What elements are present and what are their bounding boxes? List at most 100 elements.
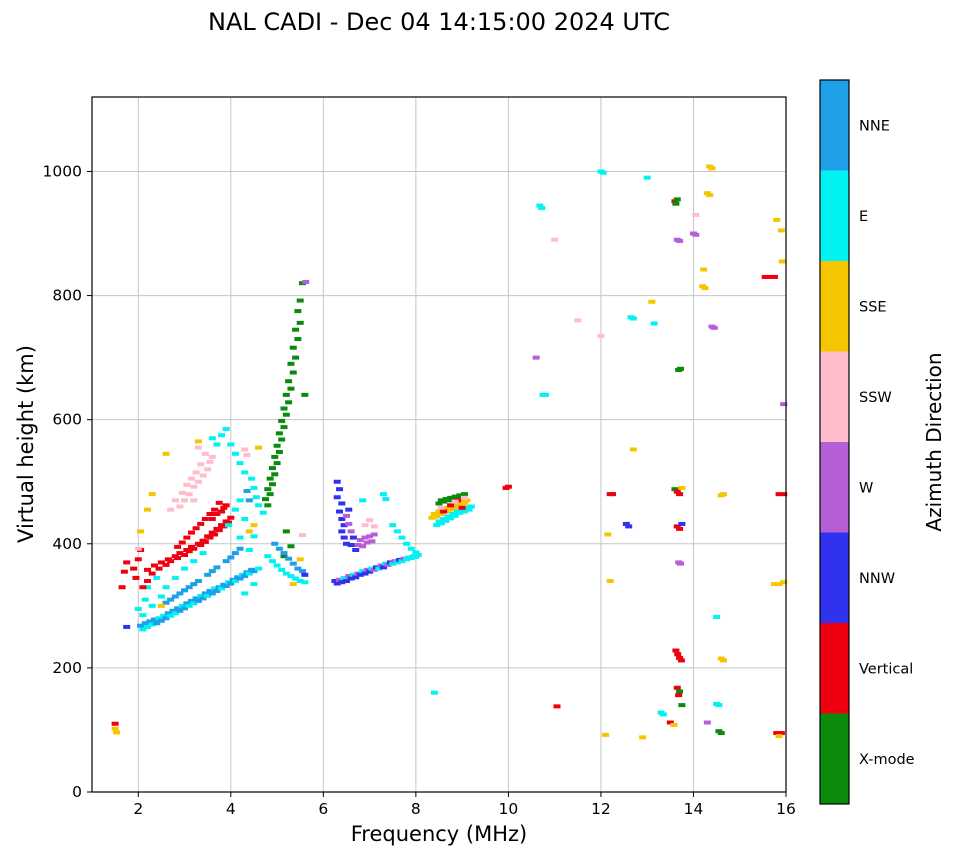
data-point-Vertical bbox=[553, 704, 561, 709]
data-point-NNE bbox=[190, 582, 198, 587]
data-point-X-mode bbox=[280, 554, 288, 559]
data-point-NNW bbox=[678, 521, 686, 526]
data-point-W bbox=[354, 543, 362, 548]
data-point-E bbox=[467, 504, 475, 509]
data-point-E bbox=[139, 613, 147, 618]
data-point-W bbox=[692, 232, 700, 237]
data-point-SSE bbox=[111, 726, 119, 731]
data-point-X-mode bbox=[673, 197, 681, 202]
data-point-W bbox=[384, 562, 392, 567]
data-point-X-mode bbox=[264, 487, 272, 492]
data-point-NNE bbox=[208, 591, 216, 596]
data-point-Vertical bbox=[176, 551, 184, 556]
data-point-Vertical bbox=[192, 526, 200, 531]
data-point-E bbox=[167, 613, 175, 618]
data-point-NNE bbox=[141, 621, 149, 626]
data-point-NNE bbox=[271, 541, 279, 546]
data-point-SSE bbox=[460, 501, 468, 506]
data-point-SSE bbox=[451, 505, 459, 510]
data-point-E bbox=[447, 516, 455, 521]
data-point-X-mode bbox=[717, 731, 725, 736]
data-point-NNE bbox=[174, 606, 182, 611]
y-tick-label: 800 bbox=[52, 287, 82, 305]
data-point-Vertical bbox=[144, 567, 152, 572]
data-point-Vertical bbox=[761, 274, 769, 279]
data-point-E bbox=[393, 560, 401, 565]
data-point-NNW bbox=[338, 529, 346, 534]
data-point-NNE bbox=[183, 601, 191, 606]
data-point-Vertical bbox=[174, 544, 182, 549]
data-point-SSW bbox=[178, 490, 186, 495]
chart-title: NAL CADI - Dec 04 14:15:00 2024 UTC bbox=[208, 8, 670, 36]
data-point-SSE bbox=[629, 447, 637, 452]
data-point-X-mode bbox=[275, 449, 283, 454]
data-point-X-mode bbox=[271, 472, 279, 477]
data-point-Vertical bbox=[206, 535, 214, 540]
data-point-Vertical bbox=[666, 720, 674, 725]
data-point-NNE bbox=[222, 559, 230, 564]
data-point-Vertical bbox=[187, 530, 195, 535]
data-point-Vertical bbox=[777, 731, 785, 736]
data-point-SSW bbox=[692, 212, 700, 217]
data-point-E bbox=[403, 541, 411, 546]
data-point-Vertical bbox=[178, 540, 186, 545]
data-point-E bbox=[379, 492, 387, 497]
data-point-E bbox=[287, 574, 295, 579]
data-point-E bbox=[250, 485, 258, 490]
data-point-E bbox=[248, 476, 256, 481]
data-point-E bbox=[231, 579, 239, 584]
data-point-E bbox=[190, 559, 198, 564]
data-point-NNE bbox=[194, 579, 202, 584]
data-point-SSE bbox=[773, 217, 781, 222]
data-point-E bbox=[213, 442, 221, 447]
data-point-X-mode bbox=[289, 370, 297, 375]
data-point-E bbox=[359, 569, 367, 574]
data-point-Vertical bbox=[215, 500, 223, 505]
x-tick-label: 12 bbox=[591, 800, 611, 818]
data-point-NNE bbox=[213, 565, 221, 570]
data-point-NNE bbox=[245, 498, 253, 503]
data-point-SSW bbox=[208, 454, 216, 459]
data-point-Vertical bbox=[162, 562, 170, 567]
data-point-X-mode bbox=[672, 201, 680, 206]
data-point-E bbox=[236, 498, 244, 503]
data-point-E bbox=[389, 523, 397, 528]
data-point-SSW bbox=[171, 498, 179, 503]
data-point-X-mode bbox=[268, 482, 276, 487]
data-point-W bbox=[532, 355, 540, 360]
data-point-SSE bbox=[437, 512, 445, 516]
colorbar-segment-NNE bbox=[820, 80, 849, 171]
data-point-SSW bbox=[299, 533, 307, 538]
data-point-X-mode bbox=[677, 366, 685, 371]
data-point-E bbox=[236, 461, 244, 466]
data-point-E bbox=[204, 593, 212, 598]
data-point-NNE bbox=[194, 598, 202, 603]
data-point-SSE bbox=[648, 299, 656, 304]
data-point-X-mode bbox=[282, 392, 290, 397]
data-point-E bbox=[185, 603, 193, 608]
data-point-SSE bbox=[606, 579, 614, 584]
data-point-SSW bbox=[366, 518, 374, 523]
data-point-Vertical bbox=[673, 524, 681, 529]
data-point-Vertical bbox=[677, 658, 685, 663]
data-point-E bbox=[437, 521, 445, 526]
colorbar-label: Azimuth Direction bbox=[922, 352, 946, 532]
colorbar-segment-SSE bbox=[820, 261, 849, 352]
data-point-E bbox=[398, 535, 406, 540]
data-point-E bbox=[155, 616, 163, 621]
data-point-E bbox=[349, 572, 357, 577]
data-point-Vertical bbox=[676, 492, 684, 497]
colorbar-segment-label: SSW bbox=[859, 390, 892, 406]
data-point-E bbox=[430, 690, 438, 695]
data-point-SSW bbox=[192, 470, 200, 475]
y-tick-label: 1000 bbox=[43, 162, 82, 180]
data-point-SSW bbox=[451, 499, 459, 504]
data-point-X-mode bbox=[273, 461, 281, 466]
data-point-NNW bbox=[342, 541, 350, 546]
data-point-SSW bbox=[206, 459, 214, 464]
data-point-X-mode bbox=[287, 361, 295, 366]
data-point-NNW bbox=[352, 575, 360, 580]
data-point-X-mode bbox=[280, 406, 288, 411]
colorbar-segment-E bbox=[820, 170, 849, 262]
